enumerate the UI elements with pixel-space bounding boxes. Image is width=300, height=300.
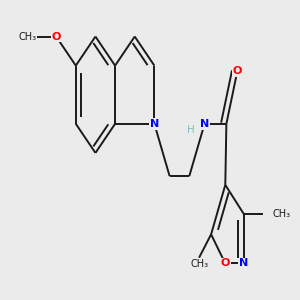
Text: O: O	[232, 66, 242, 76]
Text: N: N	[239, 259, 248, 269]
Text: O: O	[220, 259, 230, 269]
Text: CH₃: CH₃	[272, 209, 291, 219]
Text: O: O	[52, 32, 61, 41]
Text: N: N	[150, 119, 159, 129]
Text: N: N	[200, 119, 209, 129]
Text: CH₃: CH₃	[190, 259, 208, 269]
Text: CH₃: CH₃	[18, 32, 37, 41]
Text: H: H	[187, 125, 195, 135]
